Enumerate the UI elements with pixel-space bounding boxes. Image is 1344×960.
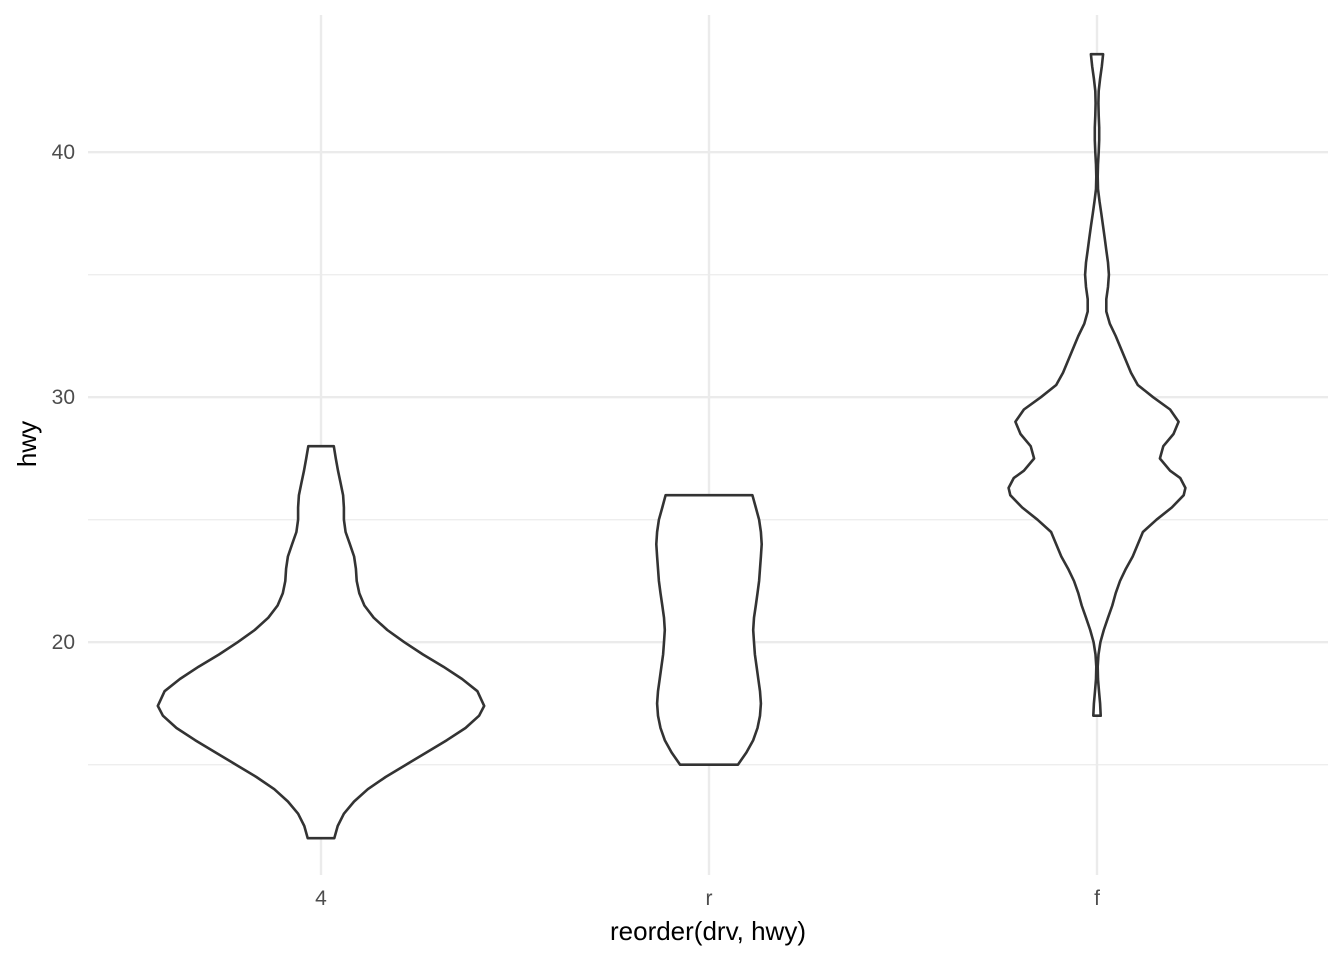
- violins: [156, 52, 1187, 840]
- violin-0: [156, 444, 486, 840]
- y-axis-title: hwy: [12, 421, 42, 467]
- violin-1: [655, 493, 763, 766]
- x-tick-label-0: 4: [315, 887, 327, 910]
- x-axis-title: reorder(drv, hwy): [610, 916, 806, 946]
- violin-2: [1007, 52, 1187, 717]
- x-tick-label-2: f: [1094, 887, 1100, 910]
- y-tick-label-30: 30: [52, 386, 75, 409]
- x-tick-label-1: r: [706, 887, 713, 910]
- y-tick-labels: 20 30 40: [52, 141, 75, 654]
- y-tick-label-20: 20: [52, 631, 75, 654]
- y-tick-label-40: 40: [52, 141, 75, 164]
- x-tick-labels: 4 r f: [315, 887, 1100, 910]
